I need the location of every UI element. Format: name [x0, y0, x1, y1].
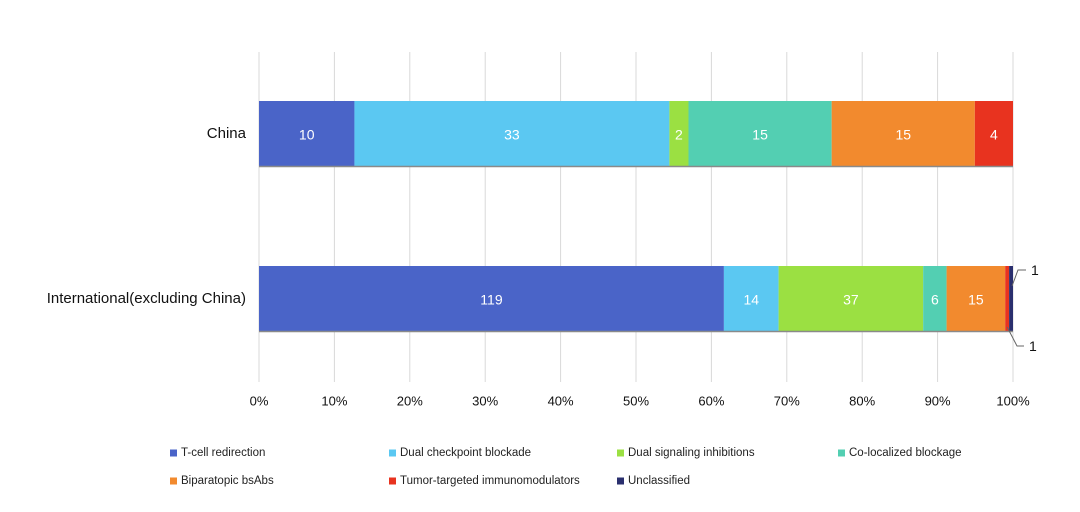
legend-label: Unclassified — [628, 475, 690, 487]
data-label: 2 — [675, 127, 683, 143]
legend-swatch — [170, 477, 177, 485]
legend-label: Biparatopic bsAbs — [181, 475, 274, 487]
bar-segment — [259, 266, 724, 331]
data-label: 37 — [843, 292, 859, 308]
legend-swatch — [170, 449, 177, 457]
data-label: 14 — [743, 292, 759, 308]
category-label: International(excluding China) — [47, 290, 246, 307]
legend-label: Co-localized blockage — [849, 447, 962, 459]
bar-segment — [974, 101, 1013, 166]
data-label: 15 — [895, 127, 911, 143]
bar-segment — [723, 266, 779, 331]
x-tick-label: 100% — [996, 394, 1030, 409]
legend-label: Dual signaling inhibitions — [628, 447, 755, 459]
x-tick-label: 10% — [321, 394, 347, 409]
callout-leader — [1006, 326, 1024, 347]
data-label: 119 — [480, 292, 503, 308]
bar-segment — [1005, 266, 1010, 331]
legend-label: T-cell redirection — [181, 447, 265, 459]
bar-segment — [669, 101, 689, 166]
x-tick-label: 90% — [925, 394, 951, 409]
bar-segment — [923, 266, 947, 331]
legend-swatch — [389, 477, 396, 485]
x-tick-label: 0% — [250, 394, 269, 409]
legend-label: Dual checkpoint blockade — [400, 447, 531, 459]
legend-swatch — [838, 449, 845, 457]
data-label: 15 — [968, 292, 984, 308]
x-tick-label: 30% — [472, 394, 498, 409]
data-label: 4 — [990, 127, 998, 143]
legend-swatch — [389, 449, 396, 457]
bar-segment — [354, 101, 670, 166]
bar-segment — [778, 266, 924, 331]
legend-swatch — [617, 449, 624, 457]
legend-swatch — [617, 477, 624, 485]
bar-segment — [831, 101, 975, 166]
bar-segment — [259, 101, 355, 166]
legend: T-cell redirection Dual checkpoint blocka… — [170, 447, 962, 487]
callout-label: 1 — [1029, 338, 1037, 354]
x-tick-label: 40% — [548, 394, 574, 409]
data-label: 33 — [504, 127, 520, 143]
segment-labels: 10 33 2 15 15 4 119 14 37 6 15 — [299, 127, 998, 308]
category-label: China — [207, 125, 247, 142]
x-tick-label: 20% — [397, 394, 423, 409]
x-tick-label: 60% — [698, 394, 724, 409]
bar-segment — [688, 101, 832, 166]
x-tick-label: 50% — [623, 394, 649, 409]
category-labels: China International(excluding China) — [47, 125, 247, 307]
legend-label: Tumor-targeted immunomodulators — [400, 475, 580, 487]
data-label: 10 — [299, 127, 315, 143]
x-tick-label: 70% — [774, 394, 800, 409]
callout-label: 1 — [1031, 262, 1039, 278]
data-label: 15 — [752, 127, 768, 143]
callouts: 11 — [1006, 262, 1039, 354]
x-axis-ticks: 0% 10% 20% 30% 40% 50% 60% 70% 80% 90% 100% — [250, 394, 1030, 409]
bar-segment — [1009, 266, 1013, 331]
x-tick-label: 80% — [849, 394, 875, 409]
bar-segment — [946, 266, 1006, 331]
data-label: 6 — [931, 292, 939, 308]
callout-leader — [1011, 269, 1026, 287]
bar-segments — [259, 101, 1013, 333]
